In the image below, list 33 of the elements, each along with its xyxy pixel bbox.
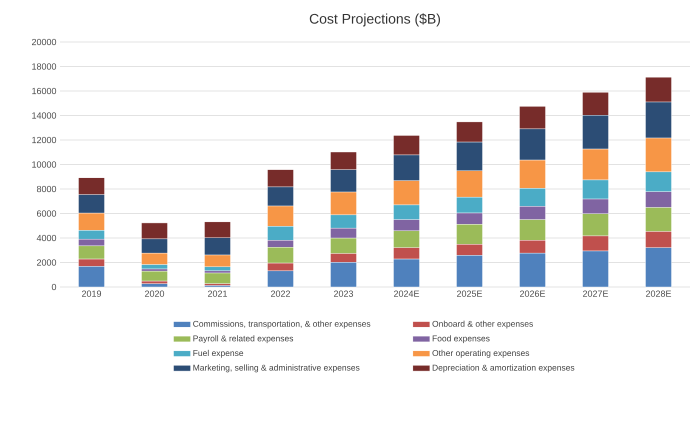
y-tick-label: 10000: [32, 161, 56, 168]
x-tick-label: 2025E: [456, 290, 482, 297]
y-tick-label: 12000: [32, 136, 56, 144]
y-tick-label: 16000: [32, 88, 56, 94]
x-tick-label: 2023: [334, 290, 354, 297]
x-tick-label: 2020: [144, 290, 164, 297]
x-tick-label: 2022: [270, 290, 290, 297]
chart-title: Cost Projections ($B): [310, 13, 440, 26]
x-tick-label: 2021: [208, 290, 228, 297]
x-tick-label: 2019: [82, 290, 102, 297]
y-tick-label: 4000: [36, 234, 56, 242]
y-tick-label: 2000: [36, 259, 56, 266]
legend-label: Food expenses: [432, 335, 490, 344]
legend-label: Commissions, transportation, & other expenses: [193, 320, 370, 328]
bar: [141, 283, 168, 288]
y-tick-label: 18000: [32, 63, 56, 70]
legend-label: Payroll & related expenses: [193, 335, 294, 344]
legend-label: Onboard & other expenses: [432, 320, 533, 328]
x-tick-label: 2026E: [520, 290, 546, 297]
y-tick-label: 6000: [36, 210, 56, 217]
y-tick-label: 14000: [32, 112, 56, 119]
x-tick-label: 2024E: [394, 290, 420, 297]
legend-label: Marketing, selling & administrative expenses: [193, 364, 360, 372]
legend-label: Depreciation & amortization expenses: [432, 364, 574, 372]
legend-label: Other operating expenses: [432, 350, 530, 358]
y-tick-label: 20000: [32, 38, 56, 46]
x-tick-label: 2028E: [646, 290, 672, 297]
x-tick-label: 2027E: [582, 290, 608, 297]
bar: [141, 270, 168, 282]
y-tick-label: 8000: [36, 186, 56, 192]
legend-label: Fuel expense: [193, 350, 244, 358]
y-tick-label: 0: [52, 284, 56, 290]
bar: [204, 272, 231, 284]
